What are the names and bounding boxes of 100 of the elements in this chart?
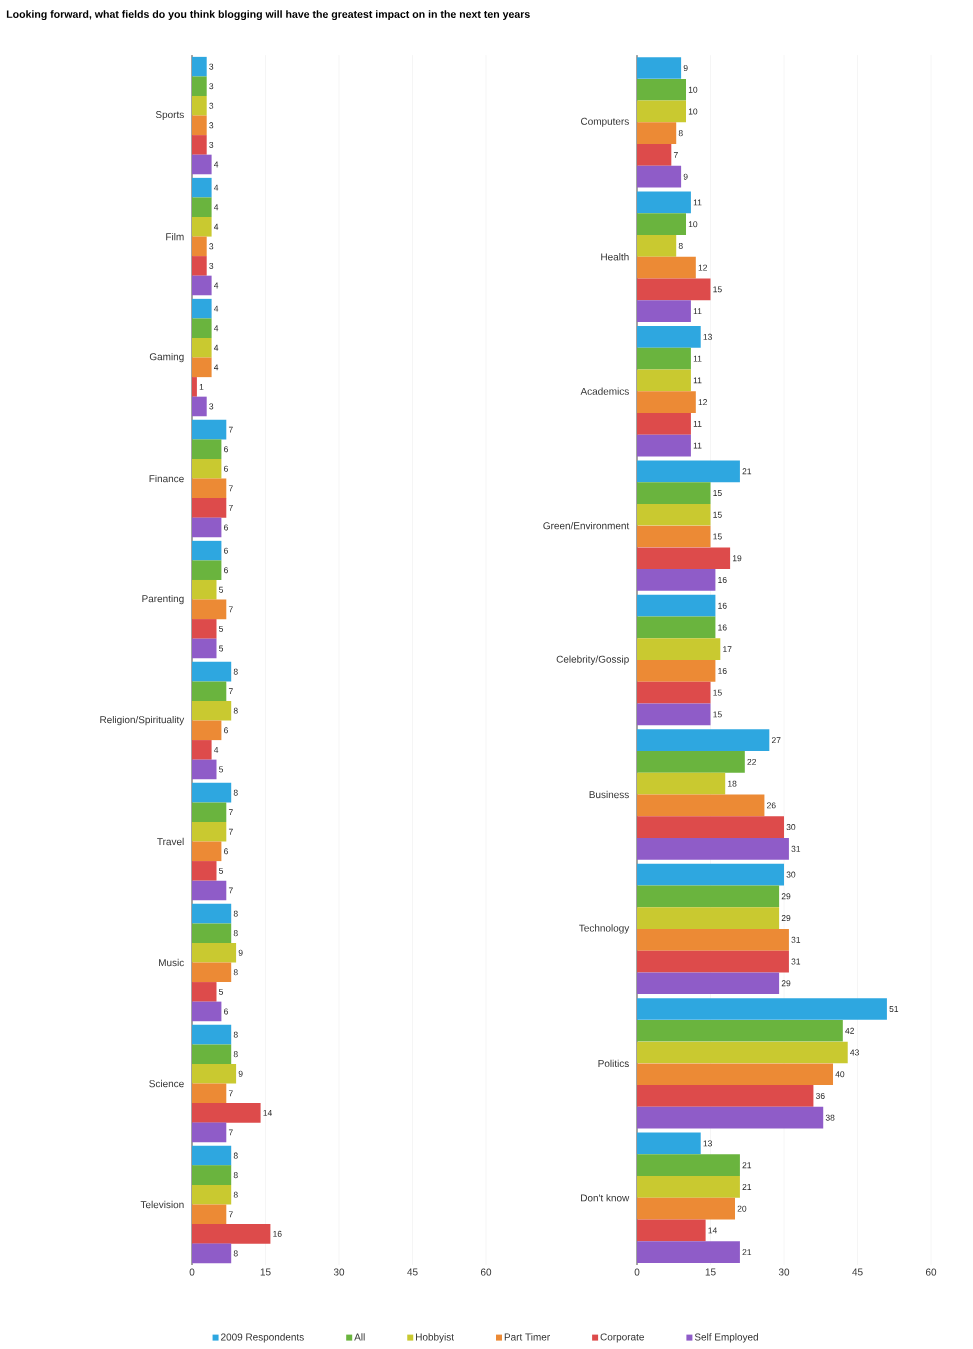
data-label: 7 [228,688,233,695]
bar [192,498,227,518]
data-label: 7 [228,828,233,835]
bar [637,100,687,123]
bar [637,391,696,413]
data-label: 4 [213,305,219,312]
x-tick-label: 45 [852,1268,863,1276]
data-label: 38 [825,1114,835,1121]
bar [637,616,716,639]
bar [637,1176,740,1198]
bar [192,841,222,862]
bar [637,235,677,257]
data-label: 21 [742,1162,752,1169]
bar [192,1145,232,1166]
x-tick-label: 0 [189,1268,195,1276]
x-tick-label: 60 [925,1268,937,1276]
bar [637,998,887,1020]
legend-label: Part Timer [504,1333,550,1341]
bar [192,197,212,218]
data-label: 8 [233,1191,238,1198]
data-label: 3 [209,243,214,250]
data-label: 5 [219,625,224,632]
data-label: 7 [228,1129,233,1136]
bar [192,478,227,499]
x-tick-label: 0 [634,1268,640,1276]
data-label: 7 [228,606,233,613]
data-label: 17 [723,646,732,653]
y-tick-label: Green/Environment [543,521,630,530]
bar [192,1204,227,1225]
data-label: 15 [713,511,722,518]
data-label: 14 [263,1109,272,1116]
bar [637,972,780,995]
y-tick-label: Politics [598,1059,629,1068]
bar [192,95,207,116]
data-label: 30 [786,824,796,831]
bar [637,863,785,886]
bar [637,660,716,682]
data-label: 3 [209,262,214,269]
y-tick-label: Health [601,253,629,261]
data-label: 5 [219,586,224,593]
y-tick-label: Parenting [142,594,184,605]
x-tick-label: 30 [333,1268,345,1276]
data-label: 6 [224,727,228,734]
bar [637,950,789,973]
bar [192,579,217,600]
y-tick-label: Religion/Spirituality [100,715,185,726]
data-label: 16 [718,624,727,631]
bar [192,396,207,417]
data-label: 4 [213,325,219,332]
bar [192,759,217,780]
bar [637,1085,814,1107]
y-tick-label: Technology [579,924,630,934]
data-label: 15 [713,689,722,696]
bar [192,903,232,924]
bar [637,837,789,860]
data-label: 8 [233,910,238,917]
bar [192,1243,232,1264]
data-label: 16 [718,667,727,674]
data-label: 29 [781,893,791,900]
data-label: 15 [713,533,722,540]
bar [192,76,207,97]
data-label: 10 [688,108,698,115]
data-label: 10 [688,86,698,93]
bar [637,794,765,817]
data-label: 15 [713,490,722,496]
data-label: 4 [213,223,219,230]
data-label: 3 [209,141,214,148]
bar [637,1241,740,1263]
bar [637,525,711,548]
bar [192,458,222,479]
bar [192,802,227,822]
data-label: 11 [693,377,702,384]
data-label: 40 [835,1071,845,1078]
y-tick-label: Sports [155,111,184,121]
data-label: 9 [683,173,688,180]
bar [192,681,227,701]
data-label: 13 [703,333,712,340]
data-label: 15 [713,286,722,293]
bar [192,962,232,983]
data-label: 3 [209,102,214,109]
data-label: 12 [698,264,707,271]
bar [192,1083,227,1104]
bar [192,1103,261,1123]
data-label: 8 [233,969,238,976]
data-label: 31 [791,845,801,852]
y-tick-label: Computers [581,117,629,127]
bar [637,928,789,951]
bar [192,599,227,620]
bar [637,256,696,279]
data-label: 8 [233,1152,238,1159]
legend-label: Self Employed [694,1333,758,1343]
data-label: 7 [228,1211,233,1218]
data-label: 36 [815,1092,825,1099]
data-label: 11 [693,199,702,206]
y-tick-label: Finance [149,474,184,483]
data-label: 8 [233,1250,238,1257]
data-label: 4 [213,204,219,211]
bar [192,861,217,881]
bar [192,982,217,1002]
bar [192,56,207,77]
